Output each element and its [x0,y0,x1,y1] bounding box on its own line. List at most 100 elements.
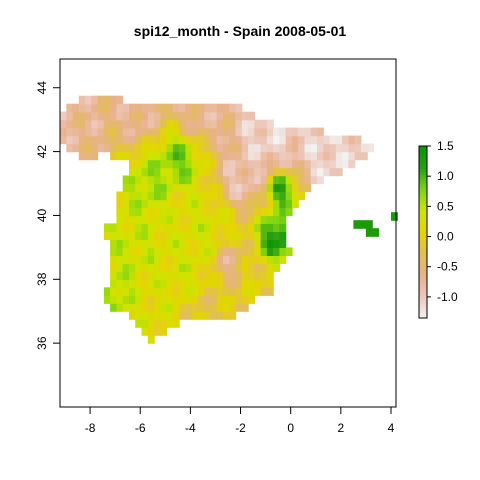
raster-cell [304,159,312,169]
color-legend: 1.5 1.0 0.5 0.0 -0.5 -1.0 [418,139,458,319]
raster-cell [197,191,205,201]
legend-color-segment [419,146,427,150]
raster-cell [154,119,161,129]
raster-cell [248,295,255,304]
raster-cell [273,183,280,193]
raster-cell [185,303,193,312]
raster-cell [235,135,243,145]
raster-cell [229,311,237,320]
raster-cell [166,247,174,256]
raster-cell [166,143,174,153]
legend-color-segment [419,283,427,287]
raster-cell [285,191,293,201]
raster-cell [135,215,143,224]
raster-cell [235,183,243,193]
raster-cell [266,287,274,296]
raster-cell [135,263,143,272]
raster-cell [235,159,243,169]
raster-layer [60,95,398,344]
raster-cell [154,127,161,137]
raster-cell [191,183,199,193]
raster-cell [91,127,99,137]
raster-cell [210,199,218,209]
legend-color-segment [419,280,427,285]
raster-cell [135,231,143,240]
raster-cell [110,239,117,248]
raster-cell [197,223,205,232]
raster-cell [223,103,230,113]
raster-cell [191,255,199,264]
raster-cell [204,151,212,161]
raster-cell [185,167,193,177]
x-tick-label: -8 [85,421,96,435]
raster-cell [235,103,243,113]
x-tick-label: -6 [135,421,146,435]
raster-cell [298,143,306,153]
raster-cell [103,287,111,296]
raster-cell [317,135,324,145]
raster-cell [110,111,117,121]
legend-color-segment [419,252,427,256]
raster-cell [197,175,205,185]
raster-cell [235,287,243,296]
raster-cell [147,207,155,217]
raster-cell [172,175,180,185]
raster-cell [172,199,180,209]
raster-cell [141,127,149,137]
raster-cell [348,143,356,153]
raster-cell [172,319,180,328]
raster-cell [179,111,186,121]
raster-cell [172,143,180,153]
raster-cell [179,167,186,177]
raster-cell [348,159,356,169]
raster-cell [185,239,193,248]
raster-cell [273,191,280,201]
legend-color-segment [419,272,427,276]
raster-cell [172,183,180,193]
raster-cell [147,319,155,328]
raster-cell [204,279,212,288]
raster-cell [229,263,237,272]
raster-cell [260,215,268,224]
raster-cell [229,175,237,185]
raster-cell [235,191,243,201]
raster-cell [204,303,212,312]
raster-cell [122,223,130,232]
raster-cell [216,223,224,232]
raster-cell [210,287,218,296]
raster-cell [135,223,143,232]
raster-cell [103,103,111,113]
raster-cell [223,183,230,193]
raster-cell [248,159,255,169]
raster-cell [179,255,186,264]
raster-cell [279,135,287,145]
raster-cell [216,303,224,312]
raster-cell [335,143,343,153]
raster-cell [279,167,287,177]
raster-cell [166,207,174,217]
raster-cell [160,239,168,248]
raster-cell [235,239,243,248]
raster-cell [147,311,155,320]
raster-cell [154,207,161,217]
raster-cell [204,127,212,137]
raster-cell [210,127,218,137]
legend-color-segment [419,246,427,250]
raster-cell [216,191,224,201]
raster-cell [241,159,249,169]
raster-cell [241,255,249,264]
raster-cell [216,287,224,296]
raster-cell [172,127,180,137]
raster-cell [197,287,205,296]
raster-cell [135,143,143,153]
legend-color-segment [419,163,427,167]
raster-cell [223,135,230,145]
raster-cell [160,207,168,217]
raster-cell [129,223,136,232]
legend-tick-label: 0.5 [437,199,454,213]
raster-cell [365,220,373,229]
raster-cell [235,303,243,312]
raster-cell [103,143,111,153]
raster-cell [210,111,218,121]
